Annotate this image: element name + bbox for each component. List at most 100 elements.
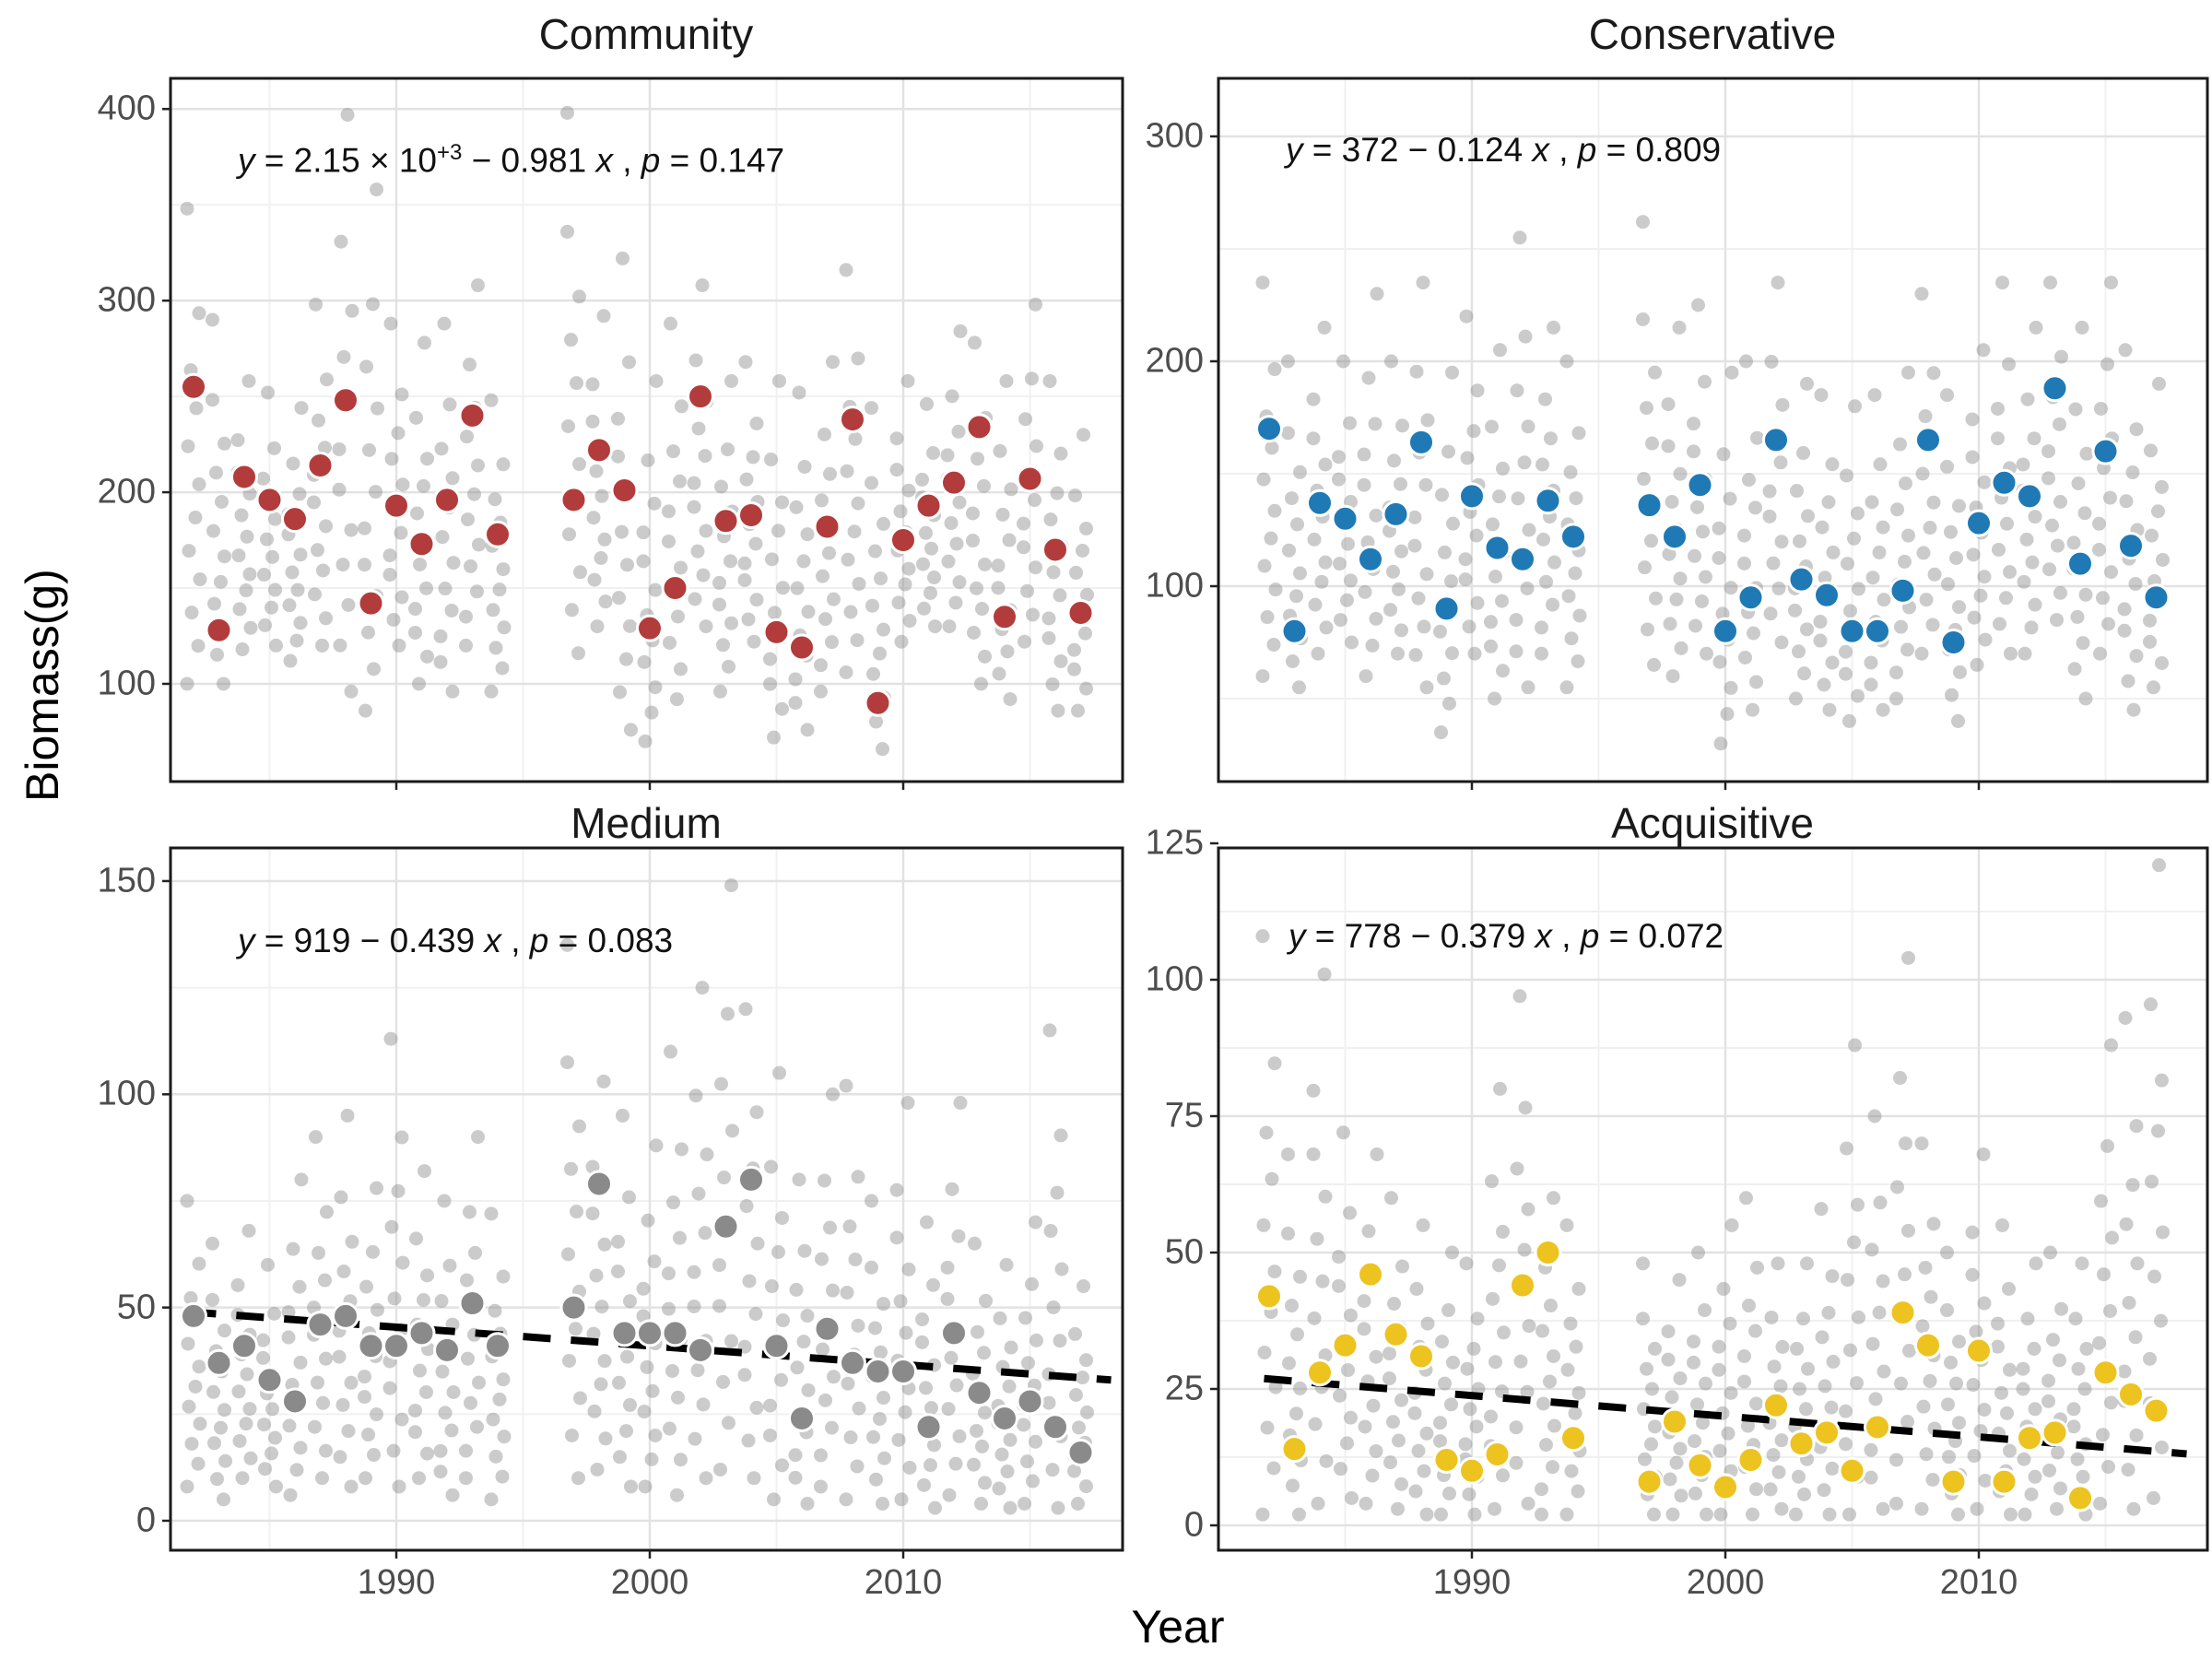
jitter-point xyxy=(1571,1484,1585,1499)
jitter-point xyxy=(496,1269,511,1284)
jitter-point xyxy=(361,1428,375,1442)
jitter-point xyxy=(1967,1449,1982,1464)
jitter-point xyxy=(418,1164,431,1179)
mean-point xyxy=(1762,426,1790,454)
jitter-point xyxy=(1026,1474,1040,1488)
mean-point xyxy=(357,589,385,618)
jitter-point xyxy=(319,1351,333,1366)
jitter-point xyxy=(788,672,803,687)
mean-point xyxy=(230,463,258,491)
mean-point xyxy=(965,1379,994,1407)
jitter-point xyxy=(978,649,992,664)
jitter-point xyxy=(691,421,706,436)
jitter-point xyxy=(1387,1297,1401,1312)
jitter-point xyxy=(1535,646,1548,661)
jitter-point xyxy=(1901,365,1915,380)
jitter-point xyxy=(1977,570,1992,584)
jitter-point xyxy=(952,495,967,510)
jitter-point xyxy=(562,527,576,542)
jitter-point xyxy=(1822,702,1837,717)
jitter-point xyxy=(366,1244,380,1259)
jitter-point xyxy=(268,512,282,526)
jitter-point xyxy=(1021,1356,1035,1371)
jitter-point xyxy=(1746,702,1759,717)
jitter-point xyxy=(1467,646,1482,661)
jitter-point xyxy=(207,1436,221,1451)
mean-point xyxy=(2091,1359,2120,1387)
jitter-point xyxy=(2129,422,2144,437)
jitter-point xyxy=(1368,417,1382,431)
jitter-point xyxy=(240,529,254,544)
jitter-point xyxy=(340,1108,355,1123)
jitter-point xyxy=(1357,447,1371,462)
jitter-point xyxy=(1496,664,1510,678)
jitter-point xyxy=(242,567,257,582)
jitter-point xyxy=(2079,1341,2094,1356)
jitter-point xyxy=(2151,504,2165,519)
jitter-point xyxy=(1696,1416,1710,1430)
jitter-point xyxy=(1004,1340,1018,1355)
jitter-point xyxy=(902,614,917,629)
jitter-point xyxy=(1923,1373,1937,1388)
jitter-point xyxy=(1042,1023,1057,1038)
jitter-point xyxy=(1358,1419,1372,1434)
jitter-point xyxy=(470,1419,484,1434)
jitter-point xyxy=(210,1472,224,1487)
jitter-point xyxy=(2092,516,2106,531)
jitter-point xyxy=(2068,402,2083,417)
jitter-point xyxy=(1915,1319,1930,1334)
jitter-point xyxy=(1797,1487,1811,1501)
panel-title-acquisitive: Acquisitive xyxy=(1611,799,1814,847)
jitter-point xyxy=(641,1213,655,1228)
jitter-point xyxy=(1318,457,1333,472)
mean-point xyxy=(1635,491,1664,520)
jitter-point xyxy=(1293,566,1307,581)
jitter-point xyxy=(1991,431,2005,446)
jitter-point xyxy=(495,661,510,676)
jitter-point xyxy=(320,372,334,387)
jitter-point xyxy=(898,1405,912,1419)
jitter-point xyxy=(1369,1443,1383,1458)
jitter-point xyxy=(765,552,779,567)
jitter-point xyxy=(850,1459,865,1474)
jitter-point xyxy=(358,1390,371,1405)
jitter-point xyxy=(1978,632,1993,647)
jitter-point xyxy=(371,1302,384,1317)
jitter-point xyxy=(999,373,1014,388)
y-tick-label: 100 xyxy=(1145,959,1204,999)
jitter-point xyxy=(1344,1410,1358,1425)
jitter-point xyxy=(231,548,246,563)
jitter-point xyxy=(484,1206,499,1221)
jitter-point xyxy=(2155,655,2169,670)
jitter-point xyxy=(796,1335,811,1349)
jitter-point xyxy=(1843,1343,1857,1358)
jitter-point xyxy=(1852,1310,1865,1324)
jitter-point xyxy=(344,1375,359,1390)
jitter-point xyxy=(749,1400,764,1415)
jitter-point xyxy=(2041,1394,2055,1408)
jitter-point xyxy=(2126,1501,2141,1516)
jitter-point xyxy=(1511,491,1525,506)
jitter-point xyxy=(1382,1371,1396,1386)
mean-point xyxy=(1357,545,1384,573)
jitter-point xyxy=(1661,397,1676,412)
jitter-point xyxy=(289,1463,304,1477)
mean-point xyxy=(1407,428,1435,456)
mean-point xyxy=(737,1165,765,1194)
jitter-point xyxy=(1017,516,1030,531)
jitter-point xyxy=(394,387,409,402)
jitter-point xyxy=(1418,477,1433,492)
jitter-point xyxy=(1419,1426,1434,1441)
jitter-point xyxy=(698,1226,712,1241)
jitter-point xyxy=(738,1002,753,1017)
mean-point xyxy=(357,1332,385,1360)
mean-point xyxy=(2117,1380,2145,1408)
jitter-point xyxy=(210,647,224,662)
panel-acquisitive xyxy=(1210,841,2209,1559)
jitter-point xyxy=(690,1363,705,1378)
x-tick-label: 2010 xyxy=(1939,1563,2018,1602)
jitter-point xyxy=(792,1172,806,1187)
jitter-point xyxy=(2029,320,2043,335)
jitter-point xyxy=(218,1403,231,1418)
jitter-point xyxy=(1442,1486,1456,1500)
